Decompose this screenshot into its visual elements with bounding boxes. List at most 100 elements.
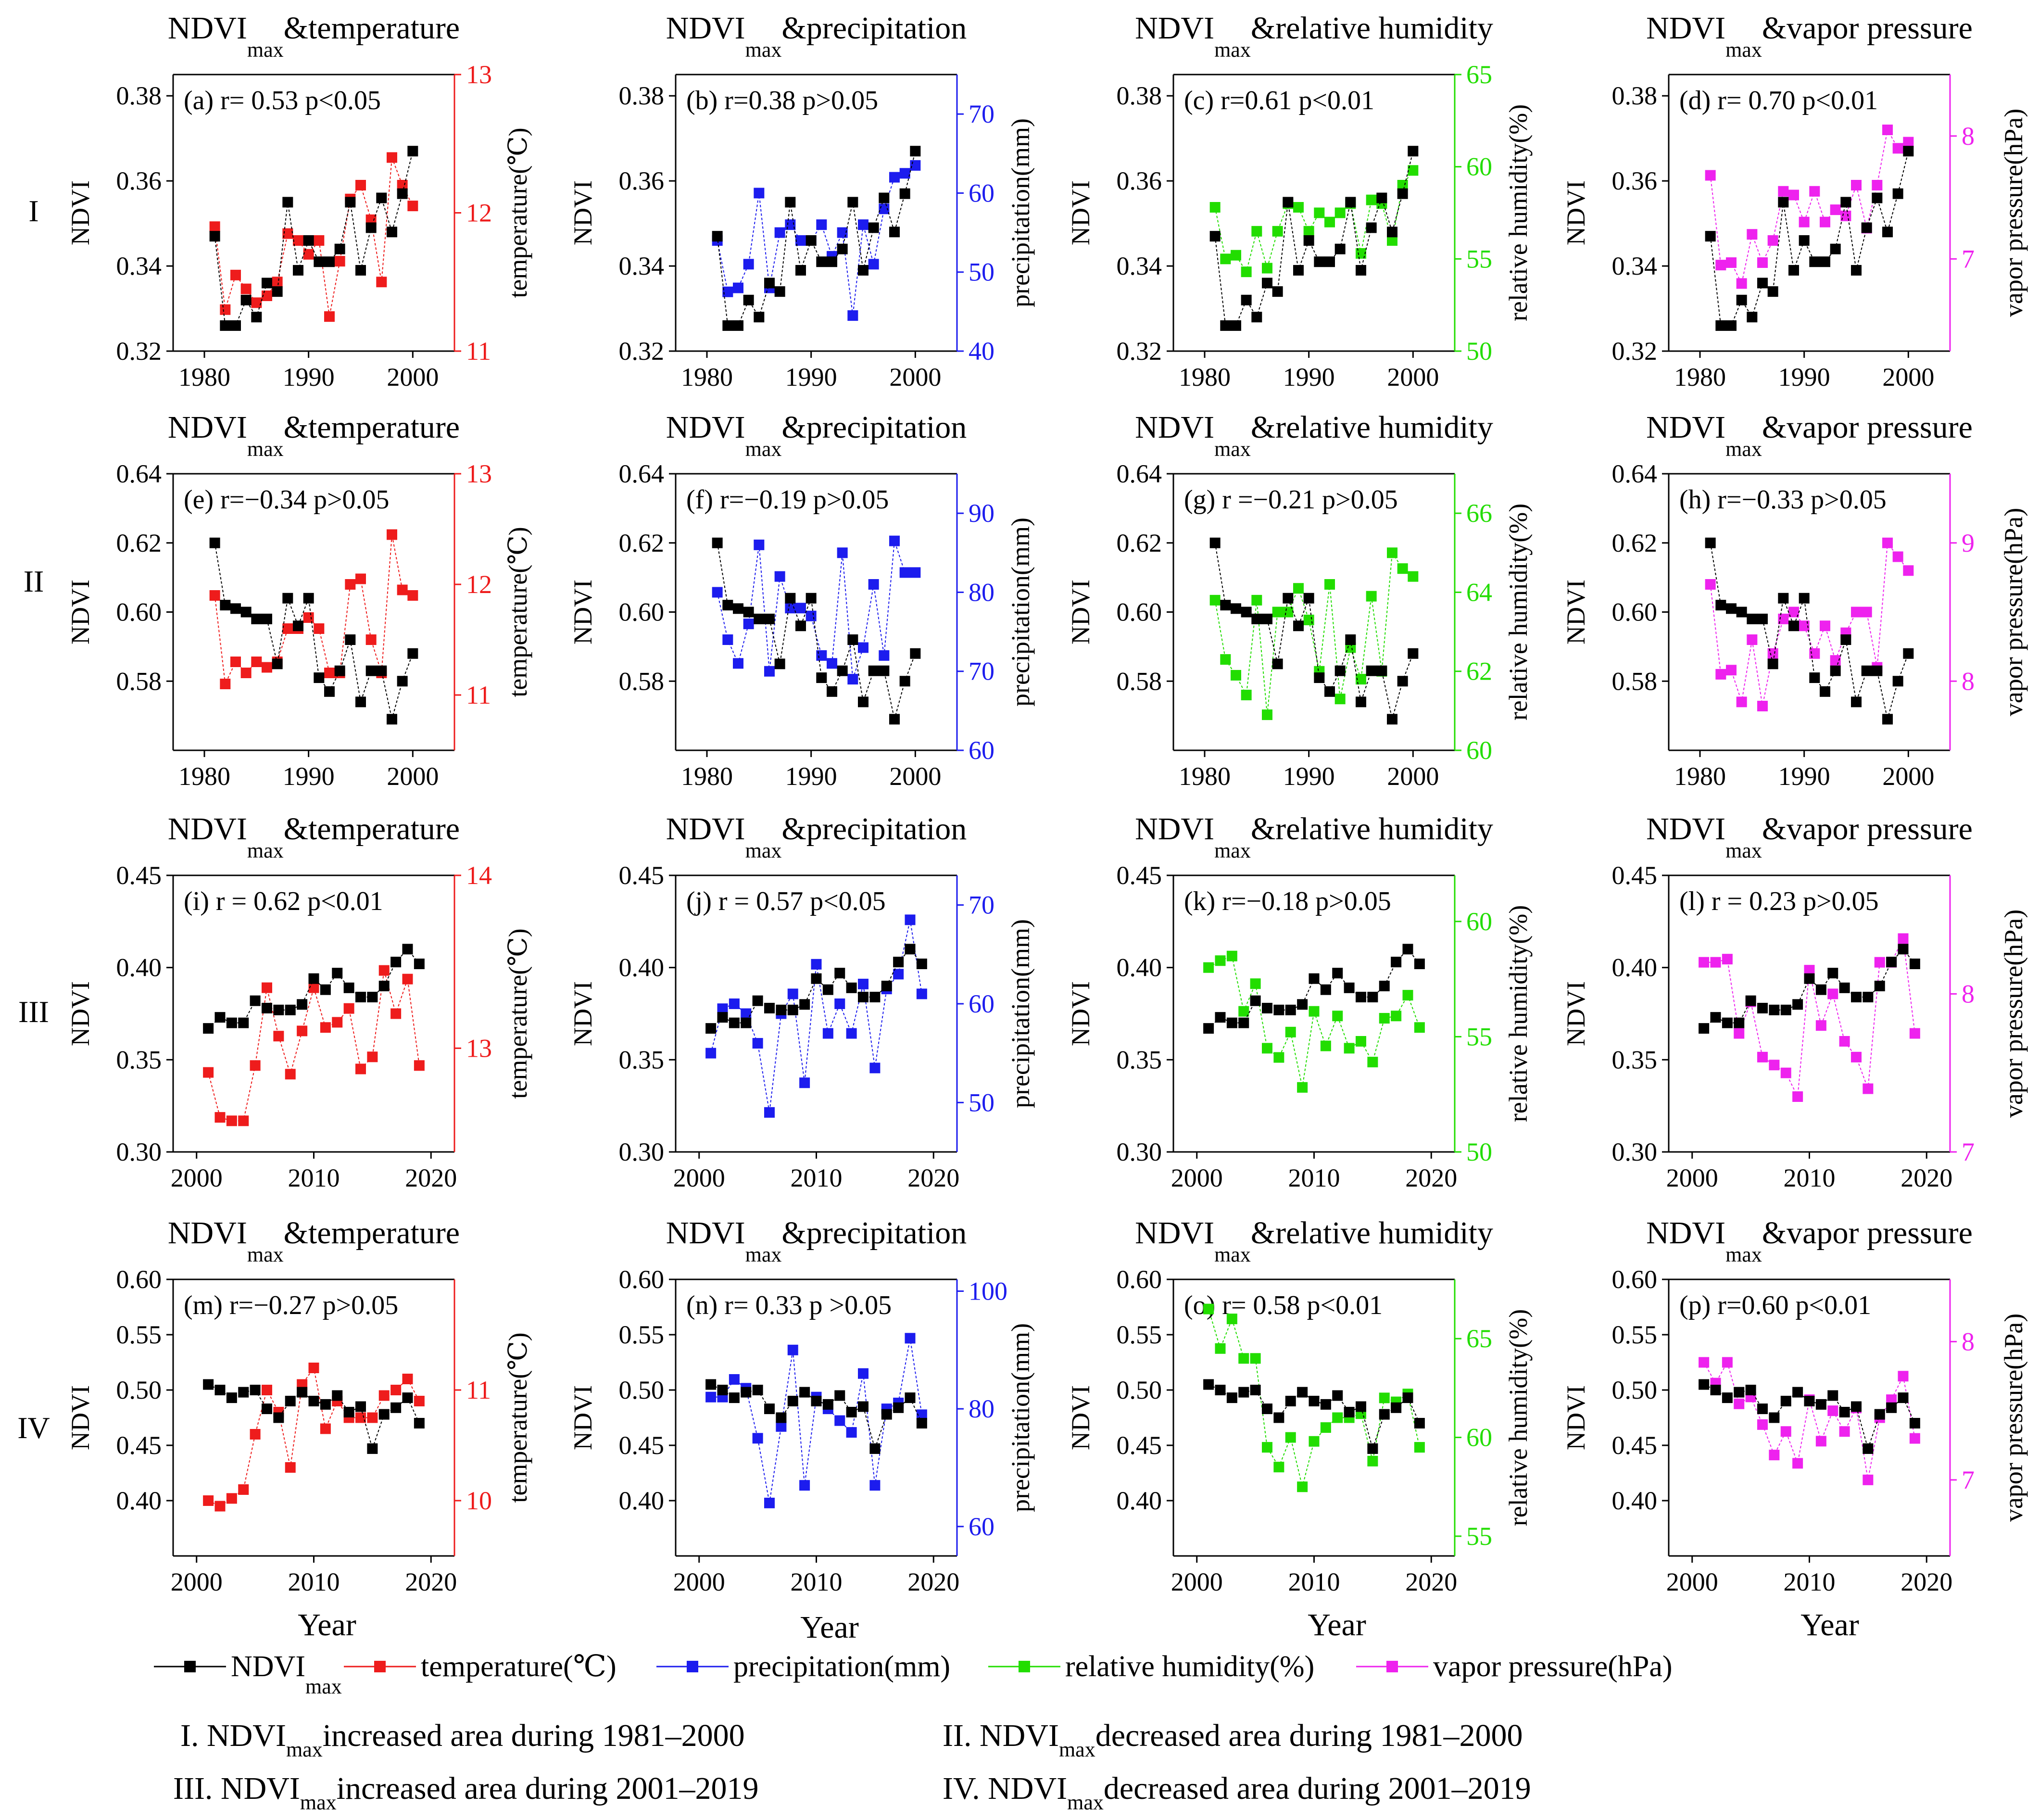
note-4: IV. NDVImaxdecreased area during 2001–20… <box>943 1771 1531 1814</box>
data-point <box>1345 197 1356 208</box>
data-point <box>1788 265 1799 276</box>
data-point <box>822 984 833 995</box>
data-point <box>1262 613 1272 624</box>
note-2-prefix: II. NDVI <box>943 1718 1059 1753</box>
data-point <box>889 227 900 238</box>
data-point <box>858 219 868 230</box>
data-point <box>889 172 900 183</box>
chart-title-main: NDVI <box>1135 11 1214 46</box>
correlation-annotation: (f) r=−0.19 p>0.05 <box>686 485 889 515</box>
data-point <box>1788 620 1799 632</box>
data-point <box>827 256 837 267</box>
data-point <box>1367 992 1378 1002</box>
correlation-annotation: (c) r=0.61 p<0.01 <box>1184 86 1374 115</box>
data-point <box>869 1480 881 1491</box>
data-point <box>858 1401 868 1412</box>
data-point <box>752 1433 763 1444</box>
data-point <box>334 243 345 254</box>
data-point <box>240 283 252 294</box>
correlation-annotation: (i) r = 0.62 p<0.01 <box>184 886 383 916</box>
data-point <box>365 214 377 225</box>
data-point <box>1297 1082 1308 1093</box>
legend-label-ndvi: NDVI <box>231 1650 305 1683</box>
y-axis-label: NDVI <box>568 1385 597 1450</box>
data-point <box>1376 665 1387 676</box>
correlation-annotation: (b) r=0.38 p>0.05 <box>686 86 878 115</box>
y-axis-label: NDVI <box>66 981 95 1046</box>
x-tick-label: 1990 <box>283 363 335 392</box>
data-point <box>754 539 765 550</box>
data-point <box>262 1385 272 1395</box>
chart-title-main: NDVI <box>666 1215 745 1251</box>
chart-title-sub: max <box>1214 437 1251 461</box>
data-point <box>1250 1385 1261 1395</box>
x-tick-label: 1980 <box>1674 762 1726 791</box>
chart-title-sub: max <box>247 839 284 862</box>
data-point <box>799 1387 810 1398</box>
note-1: I. NDVImaxincreased area during 1981–200… <box>180 1718 745 1761</box>
data-point <box>905 1392 916 1403</box>
data-point <box>1272 658 1283 670</box>
data-point <box>1886 957 1897 968</box>
y-axis-label: NDVI <box>1066 180 1095 245</box>
data-point <box>1293 202 1304 213</box>
y2-tick-label: 55 <box>1466 1022 1492 1051</box>
chart-title-sub: max <box>1725 1243 1762 1266</box>
data-point <box>893 1402 904 1413</box>
data-point <box>1332 1412 1343 1423</box>
data-point <box>827 658 837 669</box>
chart-title-main: NDVI <box>168 811 247 847</box>
data-point <box>1397 180 1408 190</box>
x-tick-label: 2000 <box>1882 363 1934 392</box>
data-point <box>387 152 397 163</box>
data-point <box>1220 654 1231 665</box>
data-point <box>1391 1402 1402 1413</box>
data-point <box>837 243 848 254</box>
data-point <box>1209 231 1221 242</box>
x-tick-label: 2010 <box>791 1567 843 1596</box>
data-point <box>402 944 413 955</box>
x-tick-label: 2010 <box>791 1163 843 1192</box>
data-point <box>879 665 890 676</box>
chart-title: NDVImax&temperature <box>168 410 460 461</box>
data-point <box>1757 257 1768 268</box>
data-point <box>1379 1392 1390 1403</box>
data-point <box>1799 620 1810 632</box>
data-point <box>811 1396 822 1406</box>
y-tick-label: 0.45 <box>619 861 665 890</box>
data-point <box>811 973 822 984</box>
data-point <box>1872 180 1883 190</box>
data-point <box>1886 1394 1897 1405</box>
data-point <box>1356 248 1366 259</box>
data-point <box>1408 146 1419 157</box>
data-point <box>1314 207 1325 218</box>
data-point <box>1379 1013 1390 1024</box>
data-point <box>1309 1436 1320 1447</box>
x-tick-label: 2010 <box>1784 1163 1836 1192</box>
data-point <box>776 1004 787 1015</box>
data-point <box>387 227 397 238</box>
data-point <box>282 228 293 239</box>
chart-title-sub: max <box>745 38 782 62</box>
data-point <box>1747 312 1758 323</box>
data-point <box>733 603 743 614</box>
data-point <box>1238 1353 1249 1364</box>
data-point <box>1297 1387 1308 1398</box>
data-point <box>209 537 220 548</box>
note-4-rest: decreased area during 2001–2019 <box>1104 1771 1531 1806</box>
data-point <box>293 235 303 246</box>
chart-title-rest: &temperature <box>284 11 460 46</box>
data-point <box>1903 137 1914 148</box>
data-point <box>1757 701 1768 711</box>
data-point <box>320 1423 331 1434</box>
data-point <box>1747 634 1758 645</box>
data-point <box>272 658 283 670</box>
x-tick-label: 2020 <box>907 1567 959 1596</box>
data-point <box>910 567 921 578</box>
x-tick-label: 2000 <box>889 762 941 791</box>
data-point <box>308 1363 319 1373</box>
